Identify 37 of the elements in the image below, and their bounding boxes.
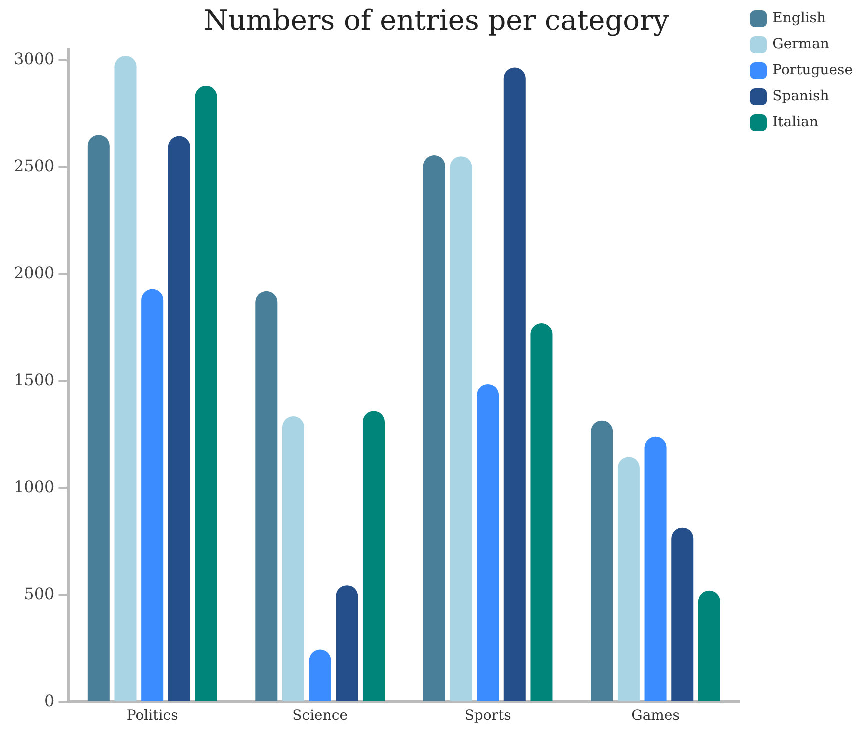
legend-label: English xyxy=(772,10,826,27)
y-tick-label: 1000 xyxy=(14,477,55,496)
x-tick-label: Science xyxy=(292,708,348,724)
legend-label: Italian xyxy=(772,114,818,131)
bar xyxy=(591,420,614,702)
bar xyxy=(195,86,218,702)
y-tick-label: 1500 xyxy=(14,370,55,390)
bar xyxy=(618,457,640,702)
bar xyxy=(644,436,667,702)
bar xyxy=(530,323,553,702)
bar xyxy=(698,590,720,702)
y-tick-label: 2500 xyxy=(14,156,55,176)
legend-label: Spanish xyxy=(772,88,830,105)
bar xyxy=(309,650,332,702)
y-tick-label: 3000 xyxy=(14,49,55,68)
bar xyxy=(142,289,164,702)
chart-title: Numbers of entries per category xyxy=(204,4,670,38)
y-tick-label: 0 xyxy=(44,691,55,710)
legend-label: Portuguese xyxy=(772,62,854,79)
bar xyxy=(423,156,446,702)
legend-label: German xyxy=(772,36,830,53)
bar xyxy=(336,586,358,702)
bar xyxy=(672,528,694,702)
bar xyxy=(450,156,472,702)
bar xyxy=(282,416,304,702)
bar xyxy=(88,135,110,702)
bar xyxy=(504,68,526,702)
bar xyxy=(168,136,190,702)
bar xyxy=(256,291,278,702)
bar xyxy=(477,384,500,702)
x-tick-label: Sports xyxy=(464,708,512,724)
bar xyxy=(114,56,137,702)
bar xyxy=(362,411,385,702)
y-tick-label: 2000 xyxy=(14,263,55,282)
y-tick-label: 500 xyxy=(24,584,55,604)
x-tick-label: Politics xyxy=(126,708,178,724)
x-tick-label: Games xyxy=(632,708,680,724)
